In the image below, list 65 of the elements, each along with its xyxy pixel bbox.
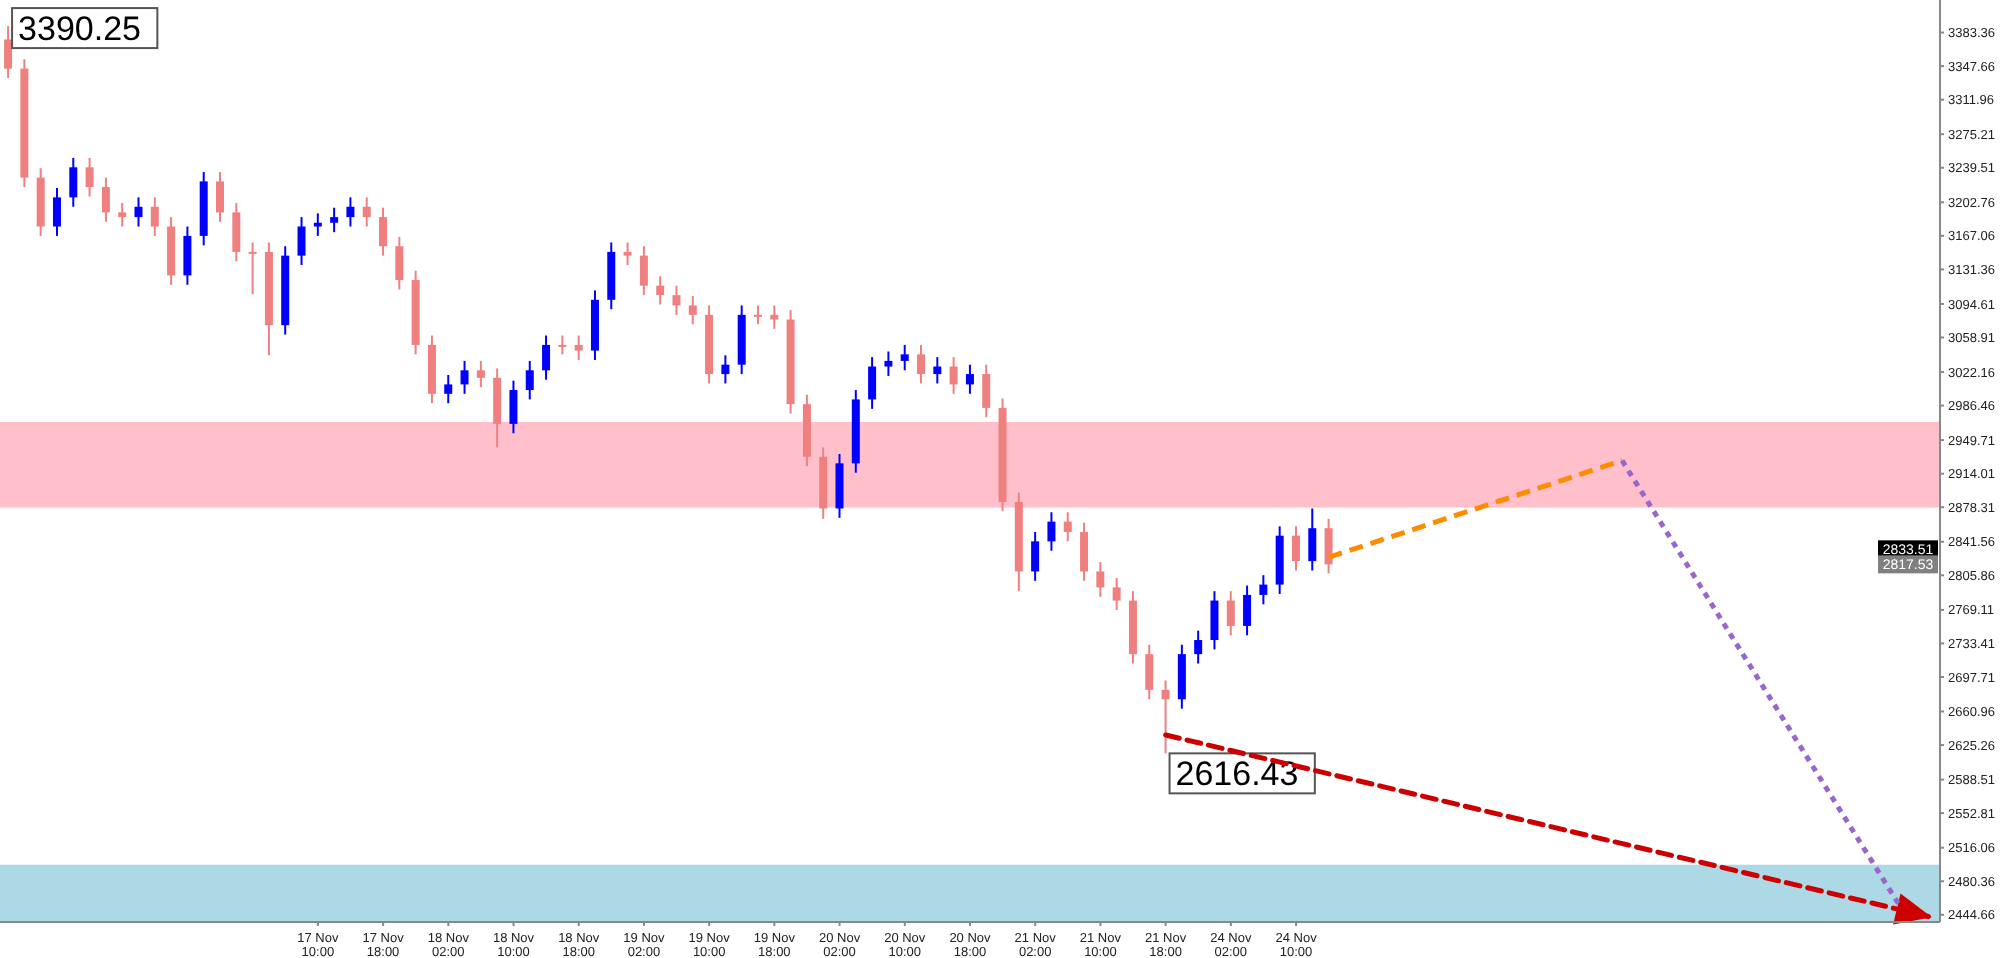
candlestick xyxy=(379,206,388,257)
candlestick xyxy=(493,367,502,449)
candlestick xyxy=(216,170,225,223)
candlestick xyxy=(4,25,13,80)
candlestick xyxy=(1259,574,1268,606)
candlestick xyxy=(1161,679,1170,755)
candlestick xyxy=(1291,525,1300,572)
candlestick xyxy=(574,334,583,361)
candlestick xyxy=(150,196,159,237)
candlestick xyxy=(770,304,779,330)
candlestick xyxy=(1063,511,1072,543)
candlestick xyxy=(753,304,762,326)
candlestick xyxy=(52,186,61,237)
candlestick xyxy=(542,334,551,381)
candlestick xyxy=(85,156,94,198)
candlestick xyxy=(933,356,942,385)
candlestick xyxy=(1177,643,1186,710)
candlestick xyxy=(1145,643,1154,701)
candlestick xyxy=(183,225,192,286)
candlestick xyxy=(917,343,926,385)
candlestick xyxy=(476,359,485,389)
candlestick xyxy=(1243,584,1252,637)
candlestick xyxy=(672,284,681,316)
candlestick xyxy=(607,241,616,311)
candlestick xyxy=(1324,517,1333,575)
candlestick xyxy=(1080,521,1089,582)
candlestick xyxy=(1047,511,1056,552)
candlestick xyxy=(835,452,844,519)
candlestick xyxy=(1194,629,1203,665)
candlestick xyxy=(639,245,648,297)
candlestick xyxy=(688,295,697,326)
candlestick xyxy=(248,241,257,296)
candlestick xyxy=(346,196,355,228)
candlestick xyxy=(101,176,110,223)
candlestick xyxy=(134,196,143,228)
candlestick xyxy=(395,235,404,291)
candlestick xyxy=(949,356,958,395)
candlestick xyxy=(69,156,78,208)
candlestick xyxy=(509,379,518,435)
candlestick xyxy=(1210,590,1219,651)
candlestick xyxy=(297,216,306,267)
candlestick xyxy=(330,206,339,234)
candlestick xyxy=(965,363,974,395)
candlestick xyxy=(460,359,469,395)
annotation: 3390.25 xyxy=(18,10,141,49)
candlestick xyxy=(900,343,909,372)
candlestick xyxy=(868,356,877,410)
candlestick xyxy=(313,212,322,237)
candlestick xyxy=(656,275,665,306)
candlestick xyxy=(232,202,241,263)
candlestick xyxy=(721,354,730,385)
candlestick xyxy=(1031,530,1040,582)
candlestick xyxy=(1112,577,1121,611)
candlestick xyxy=(362,196,371,228)
candlestick xyxy=(558,334,567,356)
candlestick xyxy=(623,241,632,267)
candlestick xyxy=(1226,590,1235,637)
annotation: 2616.43 xyxy=(1175,755,1299,794)
candlestick xyxy=(1096,561,1105,598)
candlestick xyxy=(444,374,453,405)
candlestick xyxy=(525,359,534,401)
candlestick xyxy=(884,350,893,377)
candlestick xyxy=(1308,507,1317,572)
candlestick xyxy=(982,363,991,419)
candlestick xyxy=(118,202,127,228)
